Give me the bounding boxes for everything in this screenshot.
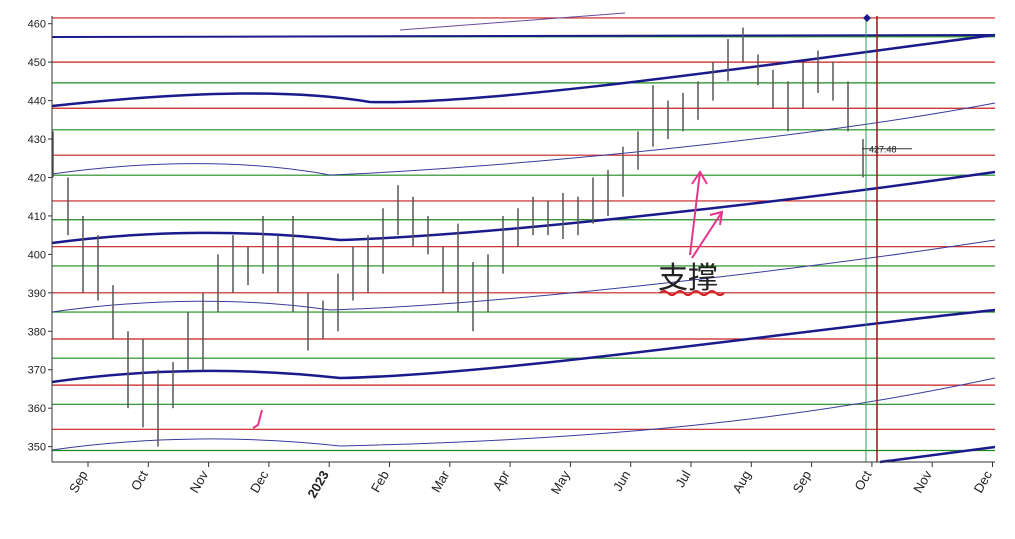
stroke: [252, 409, 263, 429]
channel-line: [51, 308, 996, 384]
channel-line: [399, 12, 626, 31]
y-tick-label: 420: [28, 172, 46, 184]
channel-line: [51, 239, 996, 313]
last-price-label: 427.48: [869, 145, 897, 155]
y-tick-label: 430: [28, 134, 46, 146]
annotation: 支撑: [658, 262, 718, 295]
arrow: [689, 170, 708, 256]
y-tick-label: 460: [28, 19, 46, 31]
y-tick-label: 400: [28, 249, 46, 261]
marker: [863, 14, 871, 22]
channel-line: [51, 33, 996, 108]
squiggle: [659, 290, 725, 296]
channel-line: [879, 445, 996, 464]
y-tick-label: 450: [28, 57, 46, 69]
channel-line: [51, 34, 996, 38]
channel-line: [51, 102, 996, 176]
hand-drawing: [252, 170, 725, 429]
bars: [52, 27, 864, 447]
channel-line: [51, 377, 996, 451]
channel-line: [51, 170, 996, 245]
levels: [52, 17, 995, 452]
x-tick-label: Jul: [672, 468, 693, 490]
y-tick-label: 370: [28, 365, 46, 377]
channel-curves: [51, 12, 996, 464]
y-tick-label: 390: [28, 288, 46, 300]
y-tick-label: 360: [28, 403, 46, 415]
y-tick-label: 350: [28, 442, 46, 454]
y-tick-label: 380: [28, 326, 46, 338]
y-tick-label: 410: [28, 211, 46, 223]
y-tick-label: 440: [28, 96, 46, 108]
arrow: [691, 210, 724, 259]
